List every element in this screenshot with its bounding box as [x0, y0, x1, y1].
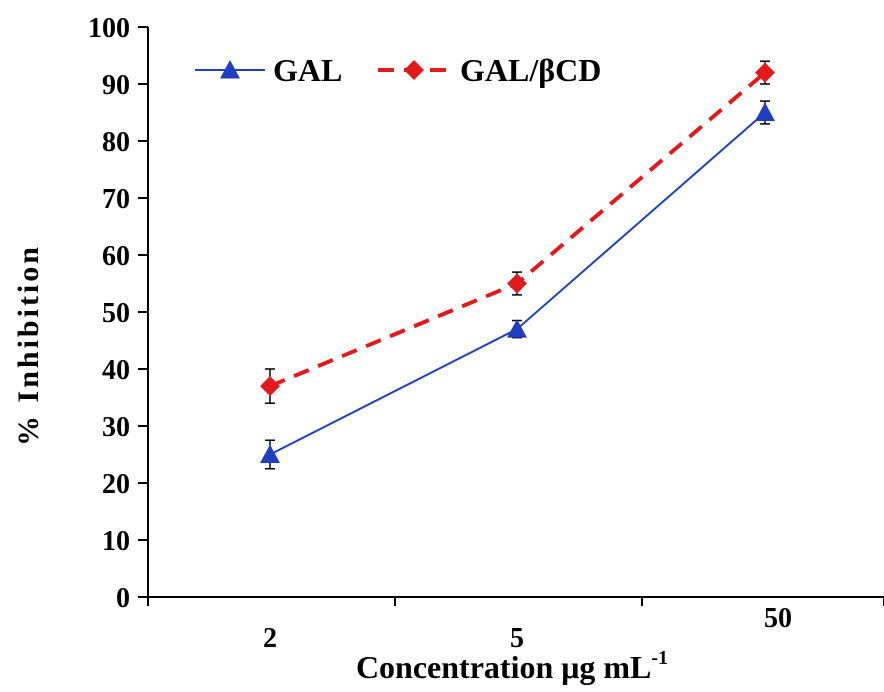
y-ticks: 0 10 20 30 40 50 60 70 80 90 100	[88, 13, 148, 614]
data-point-diamond	[755, 62, 775, 83]
series-1	[260, 60, 775, 404]
data-point-diamond	[404, 60, 424, 80]
y-tick-label: 60	[102, 241, 130, 272]
y-tick-label: 50	[102, 298, 130, 329]
x-tick-label: 5	[510, 623, 524, 654]
legend-label: GAL	[273, 52, 342, 88]
x-axis-label-superscript: -1	[651, 647, 668, 669]
y-tick-label: 100	[88, 13, 130, 44]
data-point-triangle	[755, 102, 775, 121]
x-tick-label: 2	[263, 623, 277, 654]
y-tick-label: 10	[102, 526, 130, 557]
data-point-triangle	[507, 319, 527, 338]
data-point-diamond	[507, 273, 527, 294]
axes	[147, 27, 884, 598]
y-axis-label: % Inhibition	[12, 244, 45, 446]
y-tick-label: 30	[102, 412, 130, 443]
x-ticks: 2 5 50	[147, 597, 884, 654]
y-tick-label: 90	[102, 70, 130, 101]
data-point-diamond	[260, 376, 280, 397]
data-point-triangle	[220, 60, 240, 79]
x-tick-label: 50	[764, 603, 792, 634]
y-tick-label: 70	[102, 184, 130, 215]
x-axis-label: Concentration μg mL-1	[356, 647, 668, 685]
y-tick-label: 20	[102, 469, 130, 500]
y-tick-label: 0	[116, 583, 130, 614]
y-tick-label: 40	[102, 355, 130, 386]
legend: GAL GAL/βCD	[195, 52, 601, 88]
series-line	[269, 71, 767, 388]
series-0	[260, 100, 775, 470]
legend-label: GAL/βCD	[460, 52, 601, 88]
plot-area	[260, 60, 775, 470]
x-axis-label-text: Concentration μg mL	[356, 649, 651, 685]
data-point-triangle	[260, 444, 280, 463]
y-tick-label: 80	[102, 127, 130, 158]
